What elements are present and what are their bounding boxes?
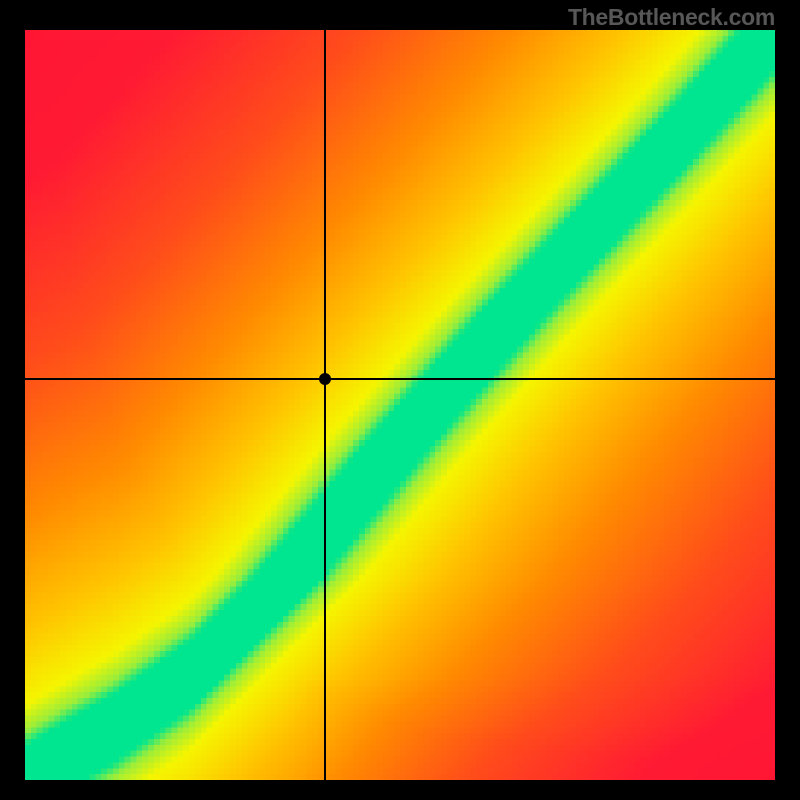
- crosshair-vertical: [324, 30, 326, 780]
- outer-frame: TheBottleneck.com: [0, 0, 800, 800]
- crosshair-horizontal: [25, 378, 775, 380]
- plot-area: [25, 30, 775, 780]
- bottleneck-marker-dot: [319, 373, 331, 385]
- heatmap-canvas: [25, 30, 775, 780]
- watermark-text: TheBottleneck.com: [568, 4, 775, 31]
